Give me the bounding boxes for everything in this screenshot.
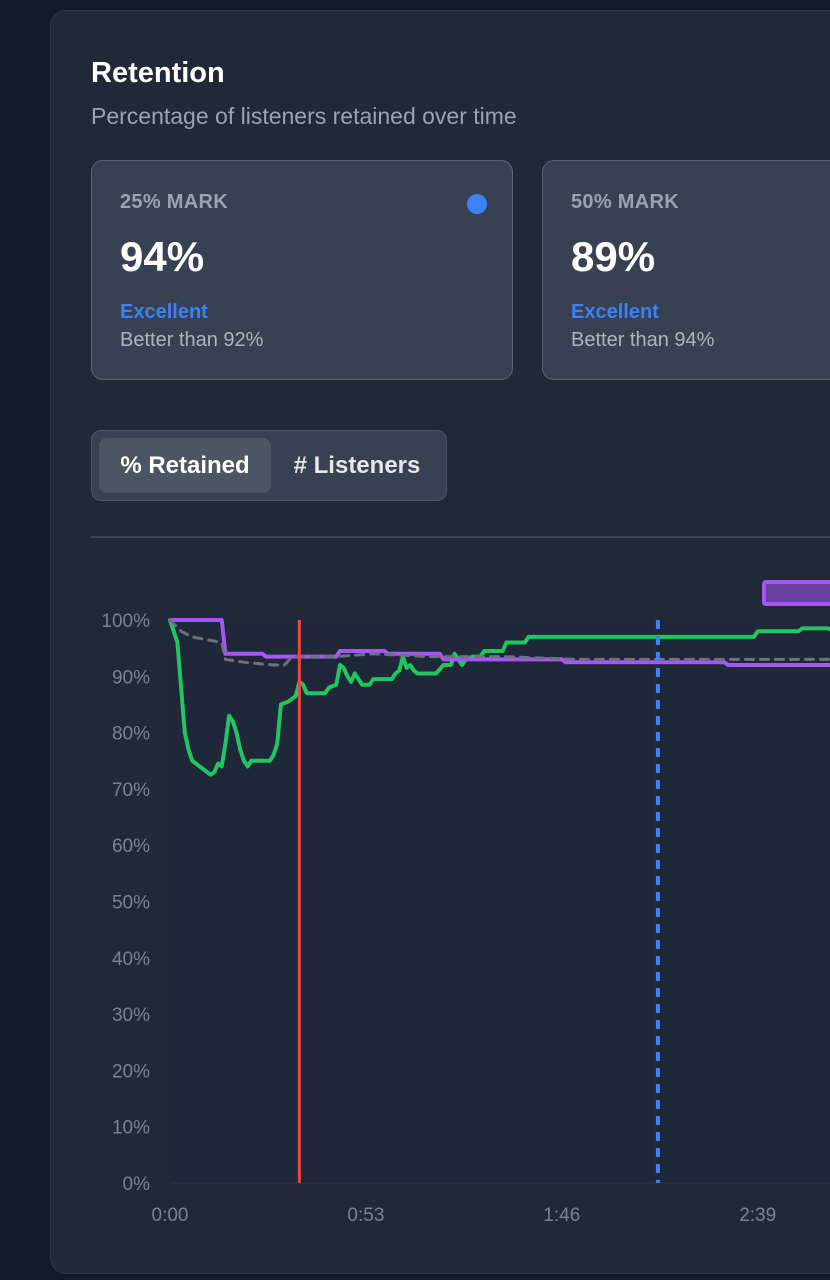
x-tick-label: 0:00 — [152, 1205, 189, 1226]
y-tick-label: 80% — [112, 724, 150, 745]
card-label: 25% MARK — [120, 191, 228, 213]
secondary-series-line — [168, 618, 830, 667]
toggle-listeners[interactable]: # Listeners — [293, 452, 421, 479]
x-tick-label: 1:46 — [543, 1205, 580, 1226]
metric-toggle: % Retained # Listeners — [91, 430, 447, 501]
card-rating: Excellent — [571, 301, 659, 323]
card-rating: Excellent — [120, 301, 208, 323]
card-value: 94% — [120, 233, 205, 280]
selected-indicator-icon — [467, 194, 487, 214]
y-tick-label: 40% — [112, 949, 150, 970]
legend-swatch — [762, 580, 830, 606]
x-tick-label: 2:39 — [739, 1205, 776, 1226]
retention-panel: Retention Percentage of listeners retain… — [50, 10, 830, 1274]
page-subtitle: Percentage of listeners retained over ti… — [91, 103, 517, 129]
primary-series-line — [168, 618, 830, 777]
y-tick-label: 20% — [112, 1061, 150, 1082]
y-tick-label: 30% — [112, 1005, 150, 1026]
retention-chart: 0% 10% 20% 30% 40% 50% 60% 70% 80% 90% 100% 0:00 0:5… — [101, 580, 830, 1226]
y-tick-label: 70% — [112, 780, 150, 801]
plot-area — [170, 620, 830, 1183]
card-label: 50% MARK — [571, 191, 679, 213]
toggle-percent-retained[interactable]: % Retained — [99, 438, 271, 493]
divider — [91, 536, 830, 538]
stat-card-50-mark[interactable]: 50% MARK 89% Excellent Better than 94% — [542, 160, 830, 380]
y-tick-label: 60% — [112, 836, 150, 857]
card-comparison: Better than 92% — [120, 329, 264, 351]
y-tick-label: 10% — [112, 1118, 150, 1139]
page-title: Retention — [91, 57, 225, 89]
y-tick-label: 0% — [123, 1174, 151, 1195]
card-value: 89% — [571, 233, 656, 280]
y-tick-label: 50% — [112, 893, 150, 914]
stat-card-25-mark[interactable]: 25% MARK 94% Excellent Better than 92% — [91, 160, 513, 380]
x-tick-label: 0:53 — [347, 1205, 384, 1226]
benchmark-line — [168, 618, 830, 667]
y-tick-label: 100% — [101, 611, 150, 632]
y-tick-label: 90% — [112, 667, 150, 688]
card-comparison: Better than 94% — [571, 329, 715, 351]
